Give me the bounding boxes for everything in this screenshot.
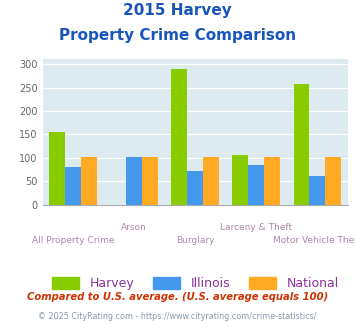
Text: Larceny & Theft: Larceny & Theft: [220, 223, 293, 232]
Bar: [233, 155, 248, 205]
Bar: [248, 165, 264, 205]
Text: Property Crime Comparison: Property Crime Comparison: [59, 28, 296, 43]
Bar: [325, 157, 341, 205]
Bar: [142, 157, 158, 205]
Bar: [203, 157, 219, 205]
Text: © 2025 CityRating.com - https://www.cityrating.com/crime-statistics/: © 2025 CityRating.com - https://www.city…: [38, 312, 317, 321]
Legend: Harvey, Illinois, National: Harvey, Illinois, National: [47, 272, 344, 295]
Bar: [126, 157, 142, 205]
Bar: [294, 84, 310, 205]
Bar: [187, 171, 203, 205]
Text: 2015 Harvey: 2015 Harvey: [123, 3, 232, 18]
Text: All Property Crime: All Property Crime: [32, 236, 114, 245]
Bar: [81, 157, 97, 205]
Bar: [49, 132, 65, 205]
Text: Compared to U.S. average. (U.S. average equals 100): Compared to U.S. average. (U.S. average …: [27, 292, 328, 302]
Text: Burglary: Burglary: [176, 236, 214, 245]
Bar: [310, 176, 325, 205]
Text: Motor Vehicle Theft: Motor Vehicle Theft: [273, 236, 355, 245]
Bar: [171, 69, 187, 205]
Bar: [65, 167, 81, 205]
Text: Arson: Arson: [121, 223, 147, 232]
Bar: [264, 157, 280, 205]
